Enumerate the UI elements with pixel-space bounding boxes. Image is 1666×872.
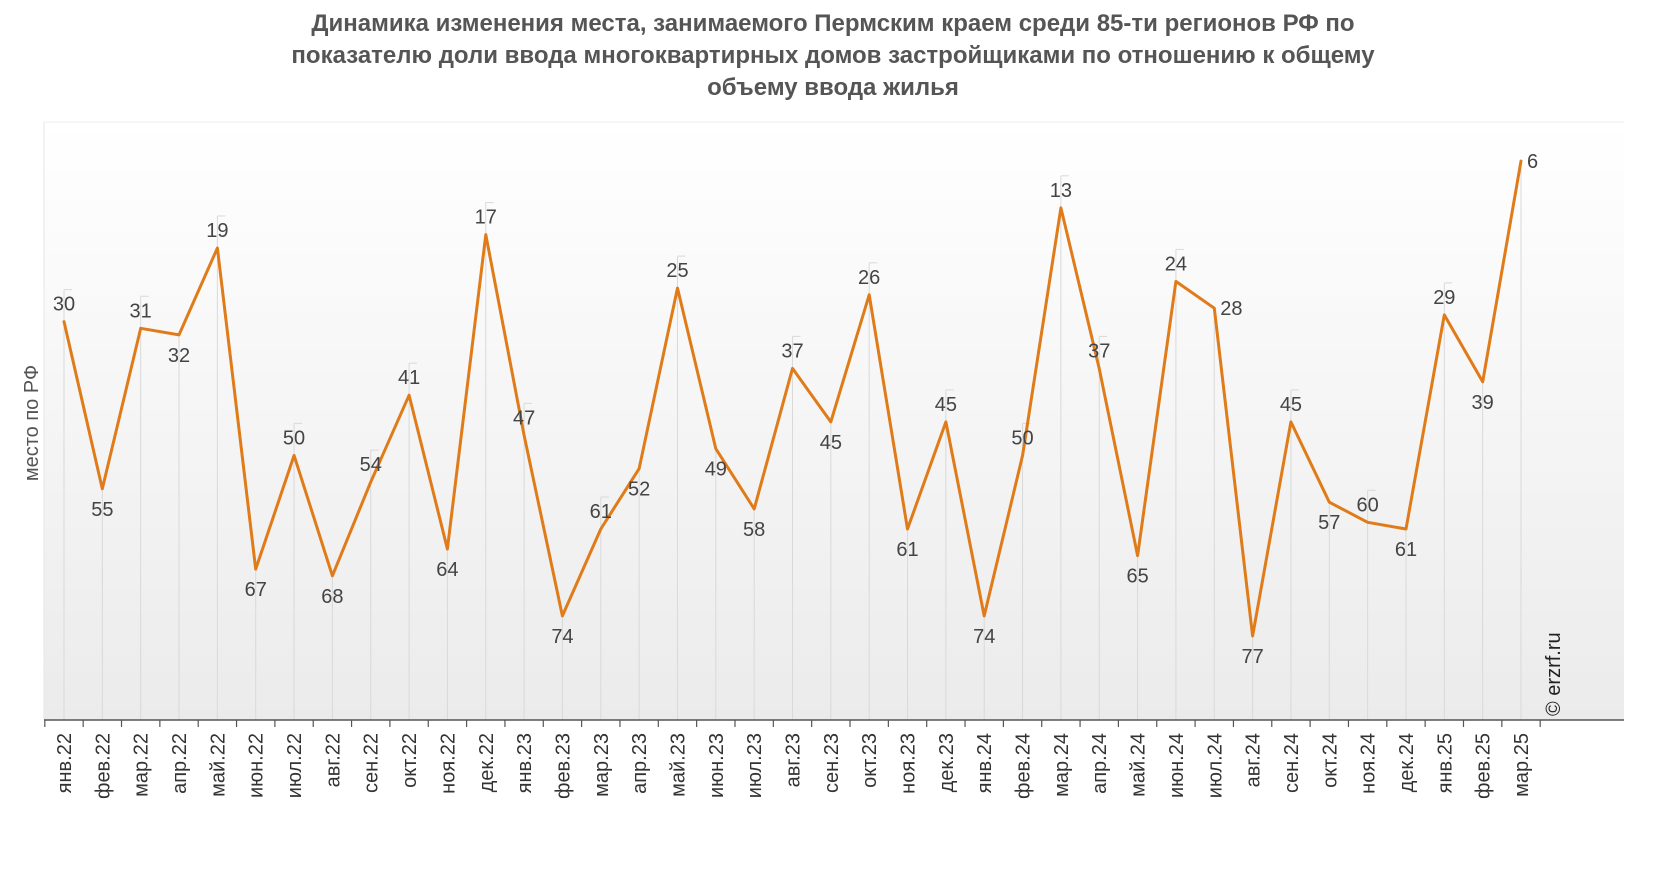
data-label: 77 bbox=[1241, 646, 1263, 668]
x-tick-label: фев.24 bbox=[1013, 733, 1035, 799]
data-label: 61 bbox=[590, 501, 612, 523]
data-label: 65 bbox=[1126, 566, 1148, 588]
x-tick-label: окт.23 bbox=[859, 733, 881, 788]
data-label: 37 bbox=[781, 340, 803, 362]
x-tick-label: май.22 bbox=[207, 733, 229, 797]
x-tick-label: июн.22 bbox=[246, 733, 268, 798]
x-tick-label: янв.25 bbox=[1434, 733, 1456, 793]
data-label: 67 bbox=[245, 579, 267, 601]
x-tick-label: фев.23 bbox=[552, 733, 574, 799]
x-tick-label: ноя.23 bbox=[898, 733, 920, 794]
y-axis-label: место по РФ bbox=[21, 365, 43, 481]
data-label: 49 bbox=[705, 459, 727, 481]
data-label: 31 bbox=[130, 300, 152, 322]
data-label: 50 bbox=[1011, 427, 1033, 449]
data-label: 74 bbox=[973, 626, 995, 648]
source-label: © erzrf.ru bbox=[1543, 632, 1565, 716]
data-label: 37 bbox=[1088, 340, 1110, 362]
data-label: 6 bbox=[1527, 151, 1538, 173]
data-label: 29 bbox=[1433, 287, 1455, 309]
x-tick-label: мар.24 bbox=[1051, 733, 1073, 797]
x-tick-label: дек.23 bbox=[936, 733, 958, 792]
data-label: 41 bbox=[398, 367, 420, 389]
data-label: 54 bbox=[360, 454, 382, 476]
data-label: 39 bbox=[1472, 392, 1494, 414]
x-tick-label: июл.23 bbox=[744, 733, 766, 798]
data-label: 19 bbox=[206, 220, 228, 242]
data-label: 61 bbox=[1395, 539, 1417, 561]
x-tick-label: мар.22 bbox=[131, 733, 153, 797]
data-label: 74 bbox=[551, 626, 573, 648]
x-tick-label: янв.24 bbox=[974, 733, 996, 793]
series-line bbox=[62, 159, 1523, 638]
x-tick-label: ноя.22 bbox=[437, 733, 459, 794]
data-label: 64 bbox=[436, 559, 458, 581]
data-label: 57 bbox=[1318, 512, 1340, 534]
x-tick-label: май.23 bbox=[668, 733, 690, 797]
x-tick-label: мар.23 bbox=[591, 733, 613, 797]
x-tick-label: июл.24 bbox=[1204, 733, 1226, 798]
data-label: 45 bbox=[935, 394, 957, 416]
chart-title-line-3: объему ввода жилья bbox=[707, 74, 959, 101]
x-tick-label: янв.22 bbox=[54, 733, 76, 793]
data-label: 26 bbox=[858, 267, 880, 289]
data-label: 52 bbox=[628, 479, 650, 501]
data-label: 58 bbox=[743, 519, 765, 541]
x-tick-label: авг.24 bbox=[1243, 733, 1265, 787]
data-label: 45 bbox=[820, 432, 842, 454]
data-label: 13 bbox=[1050, 180, 1072, 202]
chart-title-line-1: Динамика изменения места, занимаемого Пе… bbox=[311, 10, 1355, 37]
data-label: 50 bbox=[283, 427, 305, 449]
x-tick-label: авг.23 bbox=[783, 733, 805, 787]
x-tick-label: июн.24 bbox=[1166, 733, 1188, 798]
x-tick-label: сен.23 bbox=[821, 733, 843, 793]
x-tick-label: фев.25 bbox=[1473, 733, 1495, 799]
data-label: 61 bbox=[896, 539, 918, 561]
x-tick-label: сен.24 bbox=[1281, 733, 1303, 793]
x-tick-label: янв.23 bbox=[514, 733, 536, 793]
data-label: 45 bbox=[1280, 394, 1302, 416]
x-tick-label: авг.22 bbox=[322, 733, 344, 787]
data-label: 30 bbox=[53, 294, 75, 316]
x-tick-label: июл.22 bbox=[284, 733, 306, 798]
plot-area bbox=[44, 122, 1624, 720]
x-tick-label: дек.22 bbox=[476, 733, 498, 792]
x-tick-label: дек.24 bbox=[1396, 733, 1418, 792]
data-label: 60 bbox=[1357, 494, 1379, 516]
x-tick-label: апр.24 bbox=[1089, 733, 1111, 794]
chart-title: Динамика изменения места, занимаемого Пе… bbox=[0, 8, 1666, 104]
x-tick-label: окт.24 bbox=[1319, 733, 1341, 788]
data-label: 47 bbox=[513, 407, 535, 429]
x-tick-label: сен.22 bbox=[361, 733, 383, 793]
data-label: 25 bbox=[666, 260, 688, 282]
x-tick-label: фев.22 bbox=[92, 733, 114, 799]
x-tick-label: мар.25 bbox=[1511, 733, 1533, 797]
x-tick-label: ноя.24 bbox=[1358, 733, 1380, 794]
data-label: 24 bbox=[1165, 253, 1187, 275]
x-tick-label: май.24 bbox=[1128, 733, 1150, 797]
data-label: 28 bbox=[1220, 298, 1242, 320]
x-tick-label: окт.22 bbox=[399, 733, 421, 788]
data-label: 17 bbox=[475, 207, 497, 229]
x-tick-label: апр.22 bbox=[169, 733, 191, 794]
data-label: 32 bbox=[168, 345, 190, 367]
chart-title-line-2: показателю доли ввода многоквартирных до… bbox=[291, 42, 1375, 69]
data-label: 55 bbox=[91, 499, 113, 521]
data-label: 68 bbox=[321, 586, 343, 608]
x-tick-label: июн.23 bbox=[706, 733, 728, 798]
x-tick-label: апр.23 bbox=[629, 733, 651, 794]
